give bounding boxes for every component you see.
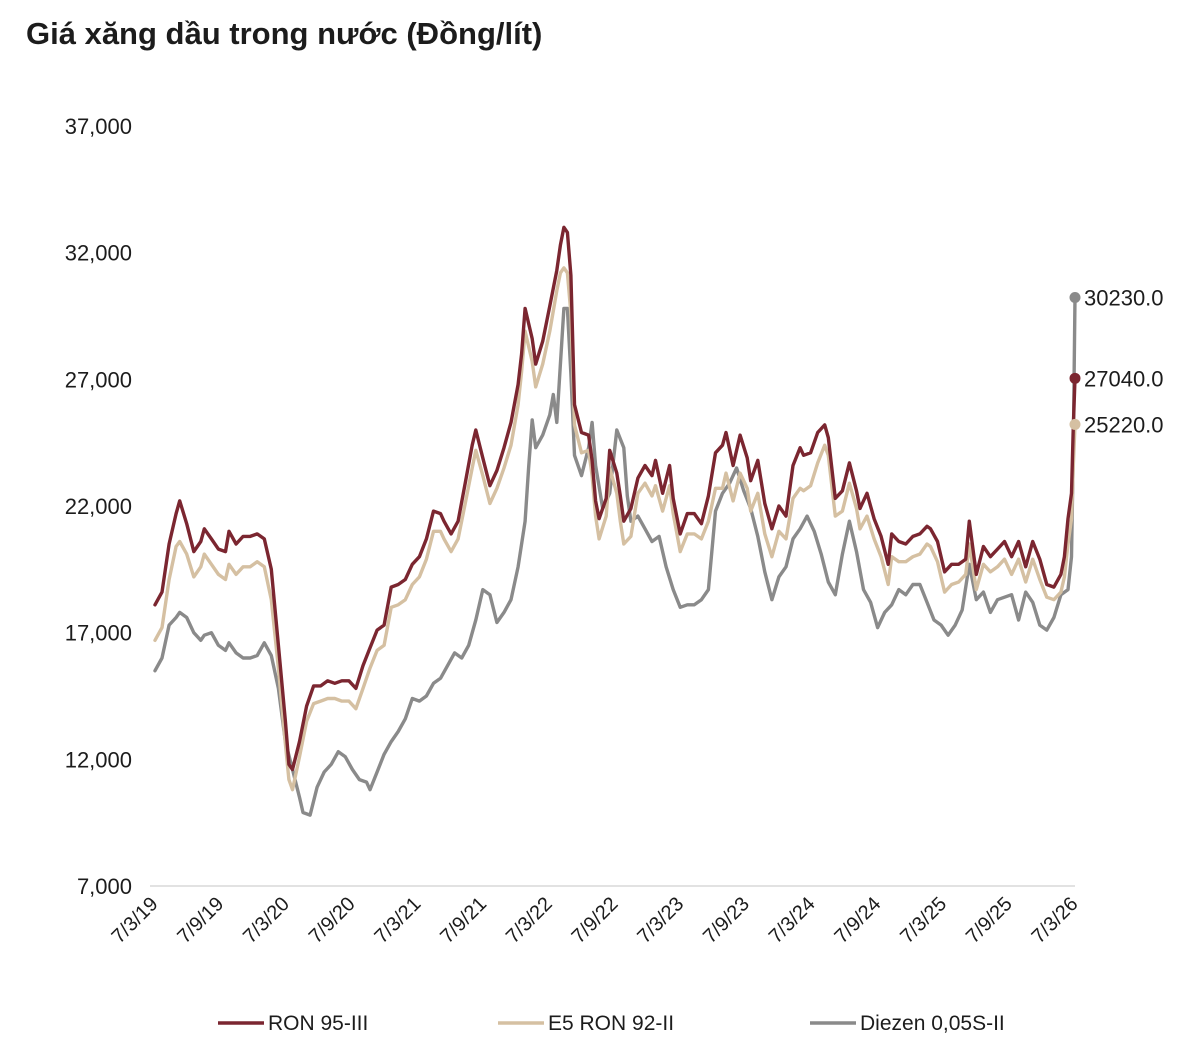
y-tick-label: 12,000 — [65, 747, 132, 772]
end-value-label-1: 25220.0 — [1084, 412, 1164, 437]
end-marker-2 — [1069, 292, 1081, 304]
chart-title: Giá xăng dầu trong nước (Đồng/lít) — [26, 16, 543, 51]
series-lines — [153, 225, 1077, 817]
y-tick-label: 17,000 — [65, 621, 132, 646]
y-tick-label: 22,000 — [65, 494, 132, 519]
y-tick-label: 32,000 — [65, 241, 132, 266]
legend-label-1: E5 RON 92-II — [548, 1012, 674, 1035]
x-tick-label: 7/9/23 — [699, 893, 754, 948]
end-value-labels: 27040.0 25220.0 30230.0 — [1069, 286, 1164, 437]
y-tick-label: 37,000 — [65, 114, 132, 139]
x-tick-label: 7/3/25 — [896, 893, 951, 948]
y-tick-label: 27,000 — [65, 367, 132, 392]
end-value-label-2: 30230.0 — [1084, 286, 1164, 311]
legend-label-2: Diezen 0,05S-II — [860, 1012, 1005, 1035]
legend: RON 95-III E5 RON 92-II Diezen 0,05S-II — [218, 1012, 1005, 1035]
x-tick-label: 7/3/21 — [371, 893, 426, 948]
series-line-2 — [153, 295, 1077, 817]
x-tick-label: 7/3/20 — [239, 893, 294, 948]
x-axis-ticks: 7/3/19 7/9/19 7/3/20 7/9/20 7/3/21 7/9/21 7/3/… — [108, 893, 1083, 948]
x-tick-label: 7/9/24 — [831, 893, 886, 948]
x-tick-label: 7/9/19 — [173, 893, 228, 948]
end-value-label-0: 27040.0 — [1084, 366, 1164, 391]
x-tick-label: 7/3/26 — [1028, 893, 1083, 948]
series-line-1 — [153, 266, 1077, 792]
x-tick-label: 7/9/25 — [962, 893, 1017, 948]
x-tick-label: 7/9/21 — [436, 893, 491, 948]
x-tick-label: 7/3/19 — [108, 893, 163, 948]
y-tick-label: 7,000 — [77, 874, 132, 899]
end-marker-0 — [1069, 372, 1081, 384]
x-tick-label: 7/3/23 — [633, 893, 688, 948]
x-tick-label: 7/3/22 — [502, 893, 557, 948]
end-marker-1 — [1069, 418, 1081, 430]
x-tick-label: 7/3/24 — [765, 893, 820, 948]
series-line-0 — [153, 225, 1077, 772]
legend-label-0: RON 95-III — [268, 1012, 368, 1035]
x-tick-label: 7/9/20 — [305, 893, 360, 948]
x-tick-label: 7/9/22 — [568, 893, 623, 948]
y-axis-ticks: 37,000 32,000 27,000 22,000 17,000 12,000 7,00… — [65, 114, 132, 899]
